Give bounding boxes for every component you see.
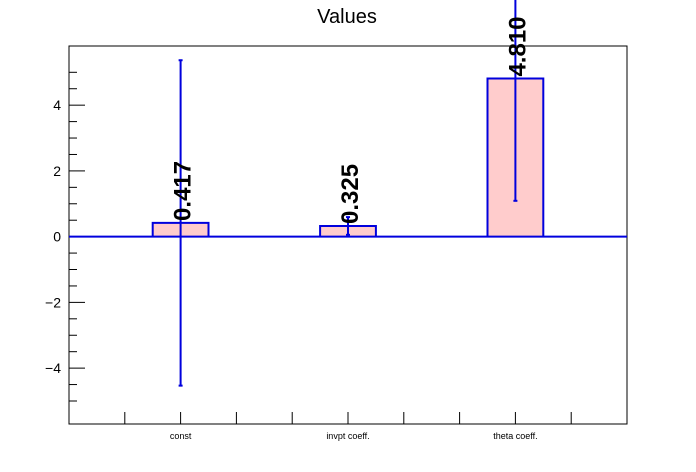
y-tick-label: −2 [45,294,61,310]
plot-area: −4 −2 0 2 4 const 0.417 invpt coeff. 0.325 theta … [45,0,628,441]
data-label: 0.417 [170,161,197,221]
y-tick-label: 4 [53,97,61,113]
y-tick-label: 0 [53,229,61,245]
chart-title: Values [317,6,377,28]
x-category-label: const [170,431,192,441]
x-category-label: theta coeff. [493,431,537,441]
x-category-label: invpt coeff. [326,431,369,441]
data-label: 4.810 [504,16,531,76]
y-tick-label: −4 [45,360,61,376]
y-tick-label: 2 [53,163,61,179]
data-label: 0.325 [337,164,364,224]
